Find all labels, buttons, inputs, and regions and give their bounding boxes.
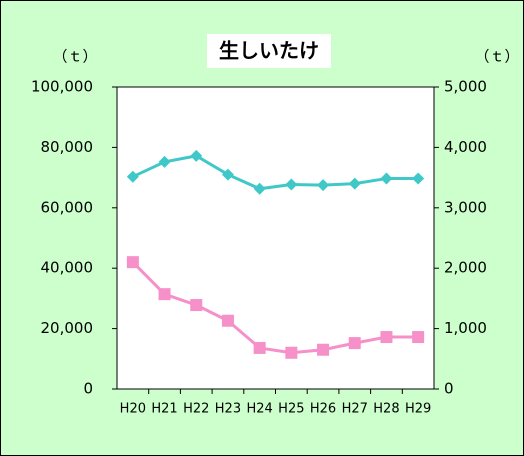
point <box>348 177 361 190</box>
point <box>221 314 234 327</box>
x-tick-label: H22 <box>183 402 209 417</box>
point <box>380 331 393 344</box>
chart-title: 生しいたけ <box>219 39 319 63</box>
title-box <box>207 34 331 68</box>
point <box>317 179 330 192</box>
point <box>190 149 203 162</box>
point <box>285 346 298 359</box>
x-tick-label: H27 <box>342 402 368 417</box>
point <box>190 299 203 312</box>
x-tick-label: H20 <box>120 402 146 417</box>
y2-tick-label: 4,000 <box>444 138 487 156</box>
x-tick-label: H29 <box>405 402 431 417</box>
point <box>348 337 361 350</box>
point <box>253 341 266 354</box>
point <box>221 168 234 181</box>
x-tick-label: H26 <box>310 402 336 417</box>
y2-tick-label: 5,000 <box>444 78 487 96</box>
point <box>412 331 425 344</box>
y2-axis-label: （ｔ） <box>474 48 519 66</box>
y2-tick-label: 0 <box>444 380 454 398</box>
x-tick-label: H24 <box>246 402 272 417</box>
plot-area <box>116 86 435 390</box>
y-tick-label: 60,000 <box>41 198 94 216</box>
y-axis-label: （ｔ） <box>52 48 97 66</box>
y-tick-label: 100,000 <box>31 78 93 96</box>
series-line <box>132 154 419 191</box>
y2-tick-label: 3,000 <box>444 198 487 216</box>
y-tick-label: 20,000 <box>41 319 94 337</box>
point <box>158 288 171 301</box>
x-tick-label: H23 <box>215 402 241 417</box>
x-tick-label: H21 <box>151 402 177 417</box>
x-tick-label: H25 <box>278 402 304 417</box>
x-tick-label: H28 <box>373 402 399 417</box>
y-tick-label: 40,000 <box>41 259 94 277</box>
point <box>253 182 266 195</box>
series-line <box>131 261 419 355</box>
point <box>285 178 298 191</box>
point <box>317 343 330 356</box>
point <box>126 256 139 269</box>
point <box>126 170 139 183</box>
y2-tick-label: 1,000 <box>444 319 487 337</box>
point <box>380 172 393 185</box>
y-tick-label: 0 <box>83 380 93 398</box>
y-tick-label: 80,000 <box>41 138 94 156</box>
y2-tick-label: 2,000 <box>444 259 487 277</box>
point <box>158 155 171 168</box>
point <box>412 172 425 185</box>
